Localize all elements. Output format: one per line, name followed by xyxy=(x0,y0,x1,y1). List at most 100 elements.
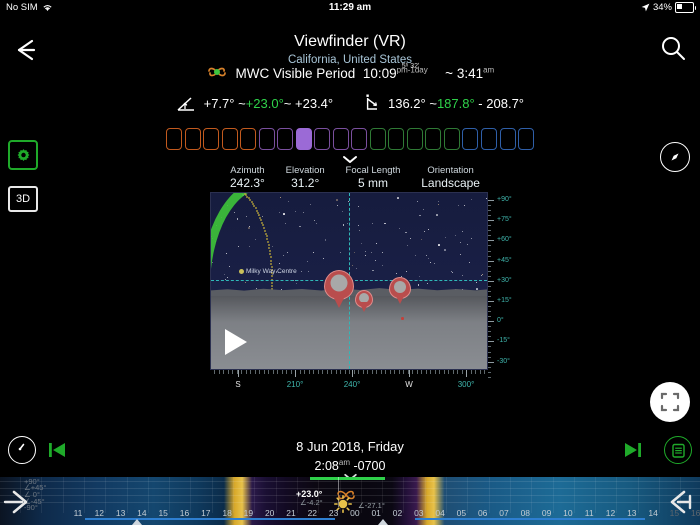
azimuth-minor-tick xyxy=(358,370,359,374)
timeline-grid-line xyxy=(509,477,511,513)
color-swatch-6[interactable] xyxy=(277,128,294,150)
search-button[interactable] xyxy=(658,34,688,64)
pin-large[interactable] xyxy=(324,270,354,300)
mwc-duration: 5ʰ 32ʹ xyxy=(401,62,420,70)
viewfinder-canvas[interactable]: Milky Way Centre xyxy=(210,192,488,370)
color-swatch-3[interactable] xyxy=(221,128,238,150)
timeline-value-main: +23.0° xyxy=(296,489,323,499)
three-d-label: 3D xyxy=(15,193,31,205)
chevron-down-icon xyxy=(343,156,357,163)
color-swatch-13[interactable] xyxy=(406,128,423,150)
elevation-axis: +90° +75° +60° +45° +30° +15° 0° -15° -30° xyxy=(488,192,518,378)
swatch-expand-button[interactable] xyxy=(0,151,700,169)
timeline-grid-line xyxy=(211,477,213,513)
star xyxy=(364,255,366,257)
param-value: 31.2° xyxy=(291,176,320,190)
mwc-visible-period-row[interactable]: MWC Visible Period 10:09pm-1day5ʰ 32ʹ ~ … xyxy=(0,62,700,82)
star xyxy=(419,214,421,217)
timeline-grid-line xyxy=(382,477,384,513)
color-swatch-row[interactable] xyxy=(166,128,535,150)
timeline-scroll-left-button[interactable] xyxy=(2,486,30,523)
page-subtitle[interactable]: California, United States xyxy=(287,54,412,66)
color-swatch-12[interactable] xyxy=(388,128,405,150)
three-d-toggle-button[interactable]: 3D xyxy=(8,186,38,212)
color-swatch-5[interactable] xyxy=(258,128,275,150)
star xyxy=(420,239,422,241)
azimuth-minor-tick xyxy=(304,370,305,374)
star xyxy=(458,204,460,206)
time-label[interactable]: 2:08am -0700 xyxy=(0,458,700,473)
timeline-hour-label: 15 xyxy=(158,508,168,518)
azimuth-minor-tick xyxy=(308,370,310,374)
color-swatch-19[interactable] xyxy=(518,128,535,150)
star xyxy=(433,262,435,264)
settings-button[interactable] xyxy=(8,140,38,170)
color-swatch-11[interactable] xyxy=(369,128,386,150)
pin-medium[interactable] xyxy=(389,277,411,299)
azimuth-minor-tick xyxy=(412,370,413,374)
color-swatch-2[interactable] xyxy=(203,128,220,150)
timeline-scroll-right-button[interactable] xyxy=(668,486,698,523)
compass-button[interactable] xyxy=(660,142,690,172)
timeline-grid-line xyxy=(637,477,639,513)
elevation-tick-label: +15° xyxy=(497,297,512,304)
clock-button[interactable] xyxy=(8,436,36,464)
fullscreen-icon xyxy=(660,392,680,412)
color-swatch-1[interactable] xyxy=(184,128,201,150)
color-swatch-0[interactable] xyxy=(166,128,182,150)
azimuth-minor-tick xyxy=(263,370,265,374)
timeline-hour-labels: 11 12 13 14 15 16 17 18 19 20 21 22 23 00 01 02 03 04 05 06… xyxy=(0,508,700,520)
azimuth-minor-tick xyxy=(236,370,238,374)
color-swatch-7[interactable] xyxy=(295,128,312,150)
timeline-blue-bar xyxy=(85,517,335,520)
timeline-hour-label: 00 xyxy=(350,508,360,518)
star xyxy=(372,222,374,224)
search-icon xyxy=(662,37,685,60)
next-button[interactable] xyxy=(622,439,644,466)
timeline-hour-label: 12 xyxy=(605,508,616,518)
elevation-minor-tick xyxy=(488,351,491,353)
fullscreen-button[interactable] xyxy=(650,382,690,422)
timeline-strip[interactable]: +90° ∠+45° ∠ 0° ∠-45° -90° +23.0° ∠-4.2° ∠-2… xyxy=(0,477,700,525)
star xyxy=(382,252,384,254)
star xyxy=(280,288,283,291)
calendar-button[interactable] xyxy=(664,436,692,464)
star xyxy=(314,219,316,221)
elevation-tick-label: +90° xyxy=(497,196,512,203)
previous-button[interactable] xyxy=(46,439,68,466)
timeline-grid-line xyxy=(126,477,128,513)
back-button[interactable] xyxy=(10,36,44,64)
azimuth-minor-tick xyxy=(443,370,445,374)
color-swatch-15[interactable] xyxy=(443,128,460,150)
mwc-label: MWC Visible Period xyxy=(235,66,356,81)
param-elevation[interactable]: Elevation 31.2° xyxy=(286,165,325,190)
param-focal-length[interactable]: Focal Length 5 mm xyxy=(346,165,401,190)
color-swatch-10[interactable] xyxy=(351,128,368,150)
date-label[interactable]: 8 Jun 2018, Friday xyxy=(296,439,404,454)
timeline-hour-label: 08 xyxy=(520,508,531,518)
play-button[interactable] xyxy=(225,329,247,355)
color-swatch-14[interactable] xyxy=(425,128,442,150)
color-swatch-9[interactable] xyxy=(332,128,349,150)
azimuth-minor-tick xyxy=(394,370,395,374)
color-swatch-4[interactable] xyxy=(240,128,257,150)
pin-small[interactable] xyxy=(355,290,373,308)
param-azimuth[interactable]: Azimuth 242.3° xyxy=(230,165,265,190)
elevation-minor-tick xyxy=(488,316,491,318)
star xyxy=(482,273,484,275)
star xyxy=(272,245,274,247)
timeline-grid-row xyxy=(0,495,700,496)
color-swatch-16[interactable] xyxy=(462,128,479,150)
milky-way-path-dot xyxy=(251,203,254,206)
playback-control-bar: 8 Jun 2018, Friday 2:08am -0700 xyxy=(0,425,700,475)
color-swatch-17[interactable] xyxy=(481,128,497,150)
star xyxy=(455,235,457,237)
star xyxy=(339,252,341,254)
param-orientation[interactable]: Orientation Landscape xyxy=(421,165,480,190)
elevation-minor-tick xyxy=(488,255,491,257)
azimuth-tick-line xyxy=(295,370,296,377)
elevation-minor-tick xyxy=(488,326,491,328)
azimuth-minor-tick xyxy=(259,370,260,374)
color-swatch-8[interactable] xyxy=(314,128,331,150)
color-swatch-18[interactable] xyxy=(499,128,516,150)
